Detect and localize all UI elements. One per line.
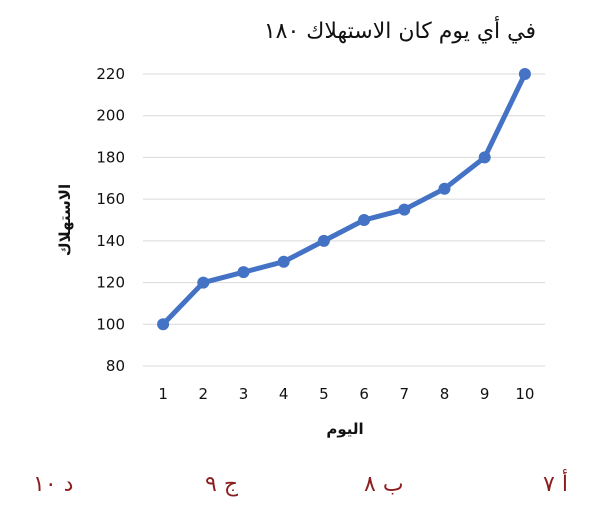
x-axis-title: اليوم <box>326 420 363 438</box>
x-tick-label: 5 <box>319 385 329 403</box>
y-tick-label: 120 <box>96 274 125 292</box>
data-point <box>317 234 330 247</box>
x-tick-label: 4 <box>279 385 289 403</box>
data-point <box>398 203 411 216</box>
x-tick-label: 1 <box>158 385 168 403</box>
x-tick-label: 10 <box>515 385 534 403</box>
data-point <box>277 255 290 268</box>
y-axis-ticks: 80 100 120 140 160 180 200 220 <box>96 65 125 375</box>
data-point <box>478 151 491 164</box>
y-tick-label: 140 <box>96 232 125 250</box>
line-chart: في أي يوم كان الاستهلاك ١٨٠ 80 100 120 140 1… <box>56 16 545 438</box>
x-tick-label: 7 <box>400 385 410 403</box>
option-c[interactable]: ج ٩ <box>205 472 239 497</box>
series-layer <box>157 68 531 331</box>
x-axis-ticks: 1 2 3 4 5 6 7 8 9 10 <box>158 385 534 403</box>
data-point <box>518 68 531 80</box>
grid-lines <box>143 73 545 367</box>
option-b[interactable]: ب ٨ <box>364 472 404 497</box>
data-point <box>438 182 451 195</box>
option-a[interactable]: أ ٧ <box>543 472 568 497</box>
answer-options: أ ٧ ب ٨ ج ٩ د ١٠ <box>0 472 611 512</box>
data-point <box>358 214 371 226</box>
y-axis-title: الاستهلاك <box>56 184 74 256</box>
y-tick-label: 160 <box>96 190 125 208</box>
x-tick-label: 9 <box>480 385 490 403</box>
y-tick-label: 220 <box>96 65 125 83</box>
option-d[interactable]: د ١٠ <box>33 472 74 497</box>
question-title: في أي يوم كان الاستهلاك ١٨٠ <box>264 16 536 44</box>
data-point <box>157 318 170 331</box>
x-tick-label: 2 <box>199 385 209 403</box>
y-tick-label: 180 <box>96 148 125 166</box>
x-tick-label: 8 <box>440 385 450 403</box>
data-point <box>197 276 210 289</box>
series-line <box>160 71 528 327</box>
data-point <box>237 266 250 279</box>
y-tick-label: 200 <box>96 107 125 125</box>
y-tick-label: 80 <box>106 357 125 375</box>
x-tick-label: 3 <box>239 385 249 403</box>
x-tick-label: 6 <box>359 385 369 403</box>
y-tick-label: 100 <box>96 315 125 333</box>
